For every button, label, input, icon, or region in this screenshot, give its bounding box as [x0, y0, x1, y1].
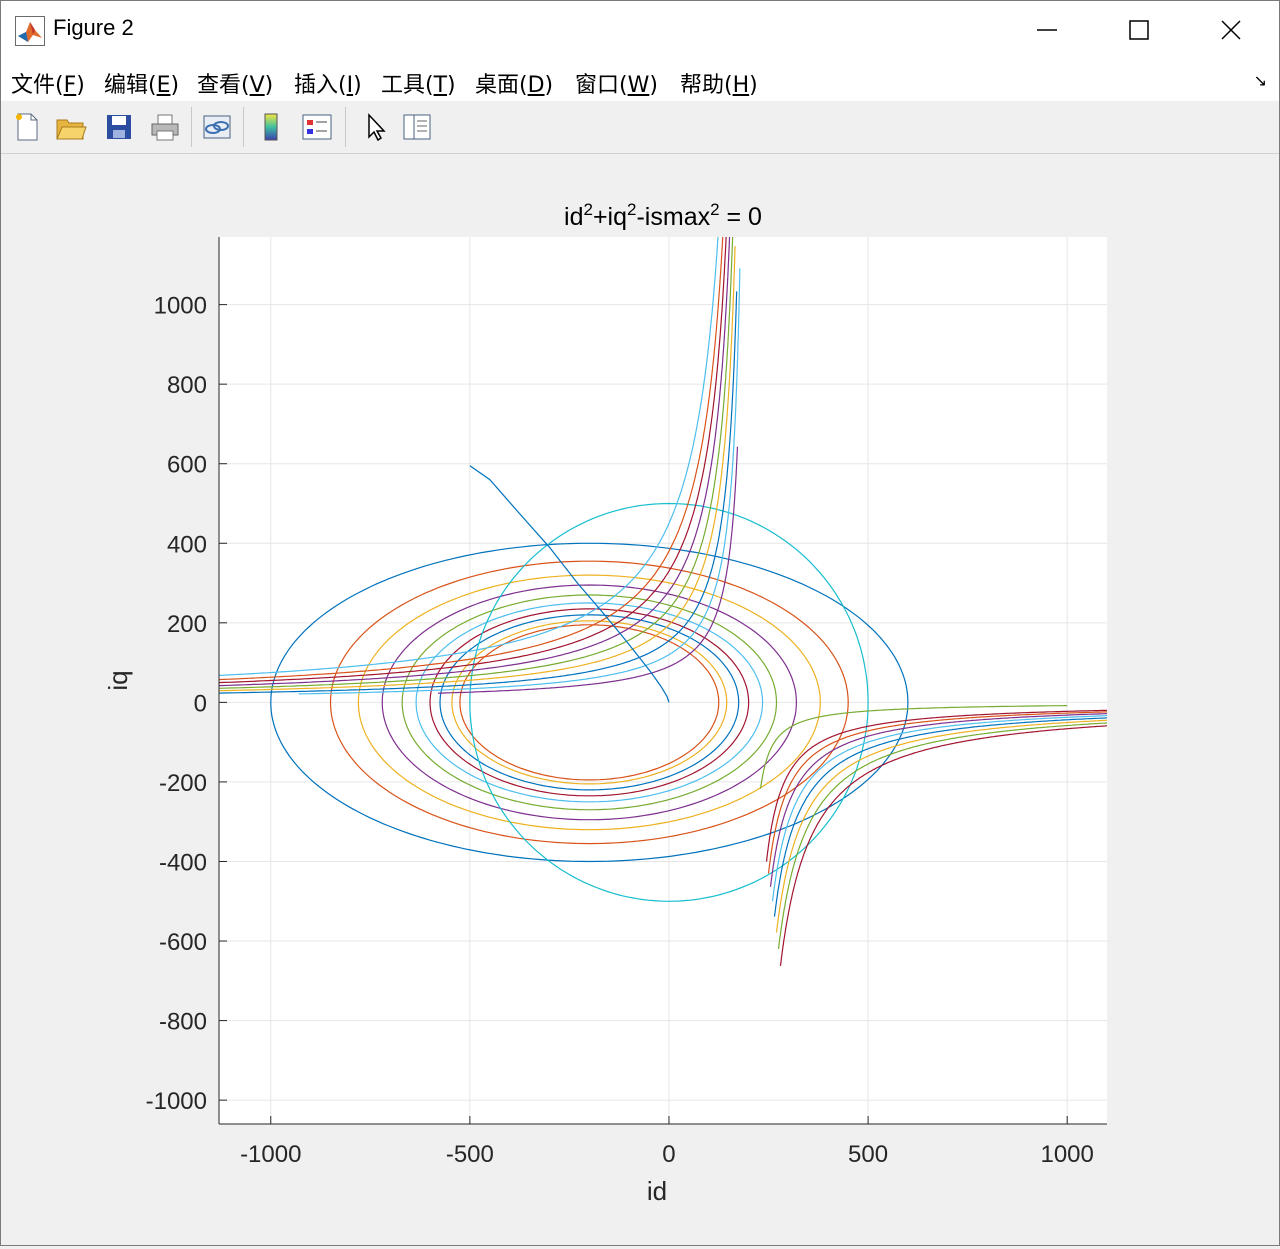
x-tick-label: 500: [848, 1141, 888, 1168]
torque-hyperbola-upper: [219, 237, 719, 677]
save-button[interactable]: [101, 109, 137, 145]
voltage-ellipse: [415, 602, 764, 803]
open-file-icon: [56, 119, 87, 140]
link-plot-button[interactable]: [199, 109, 235, 145]
torque-hyperbola-upper: [219, 237, 731, 687]
torque-hyperbola-lower: [771, 715, 1107, 902]
y-tick-label: 1000: [154, 293, 207, 320]
minimize-button[interactable]: [1001, 1, 1093, 59]
voltage-ellipse: [357, 574, 821, 831]
torque-hyperbola-lower: [767, 711, 1107, 874]
y-tick-label: -200: [159, 770, 207, 797]
property-inspector-button[interactable]: [399, 109, 435, 145]
torque-hyperbola-lower: [765, 709, 1107, 862]
x-tick-label: 0: [662, 1141, 675, 1168]
torque-hyperbola-upper: [219, 237, 734, 689]
maximize-icon: [1129, 20, 1149, 40]
x-tick-label: -500: [446, 1141, 494, 1168]
menu-file[interactable]: 文件(F): [11, 73, 85, 98]
menu-tools[interactable]: 工具(T): [381, 73, 456, 98]
title-bar: Figure 2: [1, 1, 1279, 59]
print-icon: [151, 114, 179, 141]
insert-legend-button[interactable]: [299, 109, 335, 145]
open-file-button[interactable]: [53, 109, 89, 145]
torque-hyperbola-upper: [219, 246, 736, 692]
y-tick-label: -1000: [146, 1088, 207, 1115]
menu-window[interactable]: 窗口(W): [575, 73, 658, 98]
torque-hyperbola-upper: [437, 446, 739, 694]
toolbar-separator: [243, 107, 244, 147]
maximize-button[interactable]: [1093, 1, 1185, 59]
y-tick-label: -800: [159, 1009, 207, 1036]
y-axis-label: iq: [103, 670, 133, 690]
y-tick-label: 0: [194, 690, 207, 717]
matlab-logo-icon: [15, 16, 45, 46]
x-tick-label: 1000: [1040, 1141, 1093, 1168]
figure-toolbar: [1, 101, 1279, 154]
close-button[interactable]: [1185, 1, 1277, 59]
y-tick-label: 400: [167, 531, 207, 558]
mtpa-curve: [469, 465, 670, 703]
y-tick-label: 600: [167, 452, 207, 479]
menu-insert[interactable]: 插入(I): [294, 73, 362, 98]
insert-colorbar-icon: [264, 113, 278, 141]
torque-hyperbola-lower: [777, 722, 1107, 949]
y-tick-label: -600: [159, 929, 207, 956]
voltage-ellipse: [329, 560, 849, 845]
toolbar-separator: [345, 107, 346, 147]
link-plot-icon: [203, 115, 231, 139]
chart-title: id2+iq2-ismax2 = 0: [564, 200, 762, 231]
edit-plot-button[interactable]: [357, 109, 393, 145]
x-axis-label: id: [647, 1176, 667, 1206]
torque-hyperbola-lower: [779, 725, 1107, 966]
close-icon: [1221, 20, 1241, 40]
dock-arrow-icon[interactable]: ↘: [1253, 71, 1267, 90]
plot-lines: [219, 237, 1107, 966]
menu-bar: 文件(F) 编辑(E) 查看(V) 插入(I) 工具(T) 桌面(D) 窗口(W…: [1, 59, 1279, 101]
y-tick-label: 200: [167, 611, 207, 638]
torque-hyperbola-lower: [769, 713, 1107, 887]
voltage-ellipse: [270, 542, 909, 863]
torque-hyperbola-lower: [773, 717, 1107, 917]
torque-hyperbola-upper: [298, 268, 741, 695]
axes-background: [219, 237, 1107, 1124]
torque-hyperbola-lower: [760, 705, 1068, 789]
y-tick-label: -400: [159, 849, 207, 876]
new-figure-icon: [16, 113, 38, 141]
menu-view[interactable]: 查看(V): [197, 73, 274, 98]
y-tick-label: 800: [167, 372, 207, 399]
menu-edit[interactable]: 编辑(E): [104, 73, 180, 98]
new-figure-button[interactable]: [9, 109, 45, 145]
voltage-ellipse: [459, 624, 720, 781]
torque-hyperbola-upper: [219, 237, 727, 684]
menu-help[interactable]: 帮助(H): [680, 73, 758, 98]
window-title: Figure 2: [53, 15, 134, 40]
insert-colorbar-button[interactable]: [253, 109, 289, 145]
torque-hyperbola-upper: [219, 291, 738, 694]
axes-plot[interactable]: -1000 -500 0 500 1000 -1000 -800 -600 -400 -200 0 2…: [1, 154, 1279, 1245]
voltage-ellipse: [451, 620, 728, 785]
voltage-ellipse: [429, 608, 750, 797]
minimize-icon: [1037, 29, 1057, 31]
x-tick-label: -1000: [240, 1141, 301, 1168]
voltage-ellipse: [381, 584, 797, 821]
insert-legend-icon: [302, 114, 332, 140]
current-limit-circle: [469, 502, 869, 902]
torque-hyperbola-upper: [219, 237, 724, 681]
toolbar-separator: [191, 107, 192, 147]
edit-plot-pointer-icon: [368, 113, 386, 142]
torque-hyperbola-lower: [775, 719, 1107, 933]
figure-canvas: -1000 -500 0 500 1000 -1000 -800 -600 -400 -200 0 2…: [1, 154, 1279, 1245]
save-icon: [107, 115, 131, 139]
voltage-ellipse: [439, 614, 740, 791]
property-inspector-icon: [403, 114, 431, 140]
print-button[interactable]: [147, 109, 183, 145]
menu-desktop[interactable]: 桌面(D): [475, 73, 554, 98]
